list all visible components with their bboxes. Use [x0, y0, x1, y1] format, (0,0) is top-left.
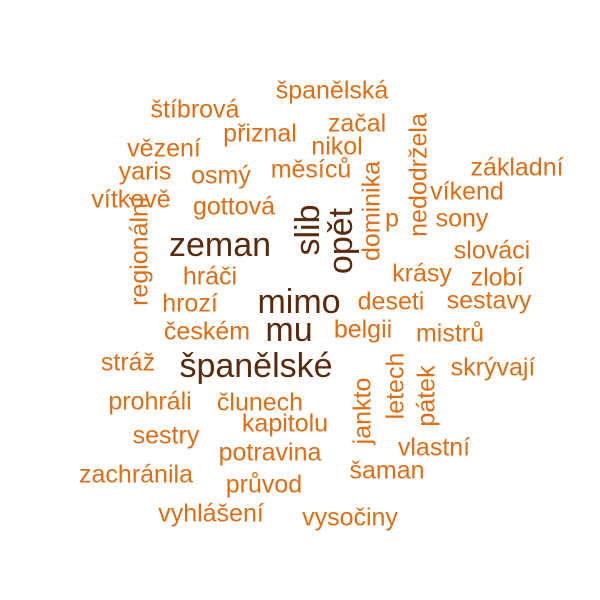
word-vitkove: vítkově: [91, 185, 171, 214]
word-p: p: [385, 204, 399, 233]
word-potravina: potravina: [218, 438, 322, 467]
word-zlobi: zlobí: [470, 263, 524, 292]
word-belgii: belgii: [333, 315, 393, 344]
word-yaris: yaris: [118, 157, 172, 186]
word-slib: slib: [289, 204, 327, 256]
word-mesicu: měsíců: [270, 155, 352, 184]
word-zacal: začal: [327, 109, 387, 138]
word-pruvod: průvod: [225, 470, 303, 499]
word-opet: opět: [322, 207, 360, 275]
word-vysociny: vysočiny: [302, 503, 398, 532]
word-krasy: krásy: [392, 259, 452, 288]
word-nedodrzela: nedodržela: [404, 113, 433, 237]
word-prohrali: prohráli: [108, 387, 192, 416]
word-skryvaji: skrývají: [450, 353, 536, 382]
word-dominika: dominika: [357, 160, 386, 262]
word-spanelska: španělská: [275, 76, 389, 105]
word-clunech: člunech: [216, 388, 304, 417]
word-jankto: jankto: [348, 377, 377, 445]
word-patek: pátek: [412, 365, 441, 427]
word-stibrova: štíbrová: [150, 95, 240, 124]
word-zeman: zeman: [168, 226, 272, 264]
word-zachranila: zachránila: [79, 460, 193, 489]
word-mimo: mimo: [257, 283, 341, 321]
word-osmy: osmý: [191, 161, 251, 190]
word-nikol: nikol: [311, 132, 363, 161]
word-spanelske: španělské: [179, 347, 333, 385]
word-mu: mu: [265, 311, 313, 349]
word-ceskem: českém: [163, 317, 251, 346]
word-sestavy: sestavy: [446, 286, 532, 315]
word-sony: sony: [435, 204, 489, 233]
word-vlastni: vlastní: [397, 433, 471, 462]
word-vezeni: vězení: [127, 134, 201, 163]
word-hraci: hráči: [182, 262, 238, 291]
word-sestry: sestry: [132, 421, 200, 450]
word-kapitolu: kapitolu: [241, 409, 329, 438]
word-regionalni: regionální: [125, 196, 154, 306]
word-deseti: deseti: [357, 287, 425, 316]
word-gottova: gottová: [192, 192, 276, 221]
word-letech: letech: [381, 352, 410, 420]
word-zakladni: základní: [470, 153, 564, 182]
word-vikend: víkend: [430, 177, 504, 206]
word-priznal: přiznal: [223, 119, 297, 148]
word-straz: stráž: [100, 348, 156, 377]
word-saman: šaman: [349, 456, 425, 485]
word-vyhlaseni: vyhlášení: [158, 499, 264, 528]
word-slovaci: slováci: [453, 236, 531, 265]
word-mistru: mistrů: [415, 319, 485, 348]
word-hrozi: hrozí: [162, 289, 218, 318]
